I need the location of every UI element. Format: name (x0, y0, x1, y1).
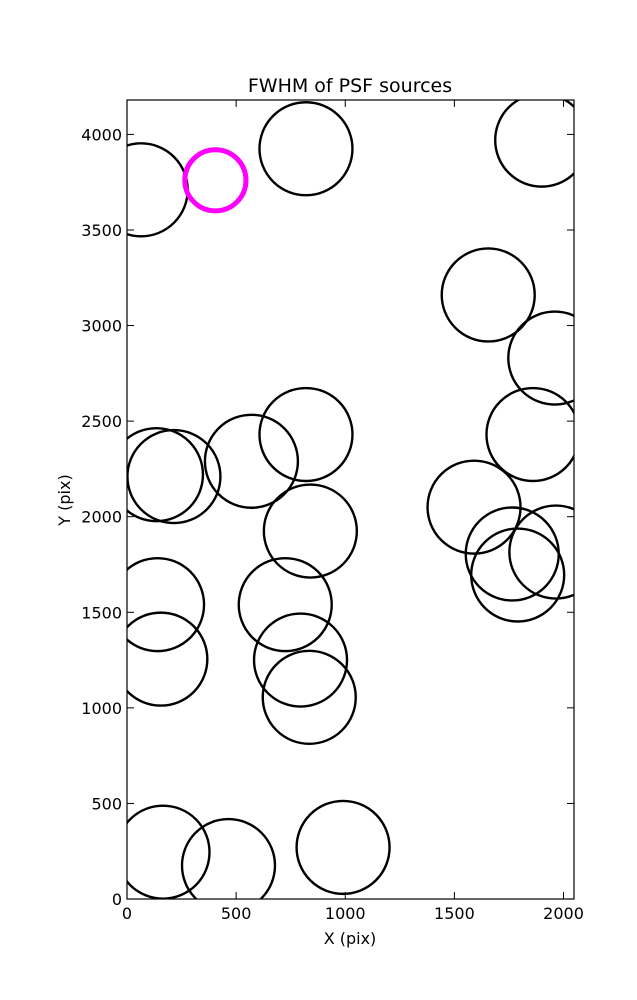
y-tick-label: 1000 (81, 699, 122, 718)
source-circle (127, 804, 211, 899)
source-circle (203, 413, 300, 509)
source-circle (494, 100, 574, 188)
x-axis-ticks: 0 500 1000 1500 2000 (122, 100, 584, 923)
source-circle (262, 483, 359, 579)
source-circles (127, 100, 574, 899)
y-tick-label: 0 (112, 890, 122, 909)
x-tick-label: 0 (122, 904, 132, 923)
x-tick-label: 1000 (325, 904, 366, 923)
source-circle (258, 386, 354, 483)
source-circle (252, 612, 349, 708)
source-circle (261, 649, 357, 746)
x-tick-label: 500 (221, 904, 252, 923)
source-circle (485, 386, 574, 483)
y-tick-label: 4000 (81, 125, 122, 144)
chart-title: FWHM of PSF sources (248, 75, 452, 97)
y-tick-label: 2500 (81, 412, 122, 431)
y-tick-label: 2000 (81, 508, 122, 527)
source-circle (180, 817, 277, 899)
source-circle (508, 504, 574, 600)
y-tick-label: 3000 (81, 317, 122, 336)
source-circle-highlighted (182, 147, 249, 214)
y-tick-label: 3500 (81, 221, 122, 240)
y-axis-label: Y (pix) (55, 474, 74, 526)
source-circle (258, 101, 354, 197)
source-circle (295, 799, 391, 896)
x-tick-label: 1500 (434, 904, 475, 923)
y-tick-label: 1500 (81, 603, 122, 622)
source-circle (127, 426, 205, 523)
source-circle (127, 611, 209, 707)
source-circle (507, 310, 574, 406)
source-circle (237, 556, 333, 653)
y-axis-ticks: 0 500 1000 1500 2000 2500 3000 3500 4000 (81, 125, 574, 909)
x-axis-label: X (pix) (324, 929, 377, 948)
y-tick-label: 500 (91, 794, 122, 813)
source-circle (127, 556, 206, 653)
plot-frame (126, 99, 575, 900)
x-tick-label: 2000 (543, 904, 584, 923)
source-circle (440, 247, 536, 343)
source-circle (469, 527, 566, 623)
